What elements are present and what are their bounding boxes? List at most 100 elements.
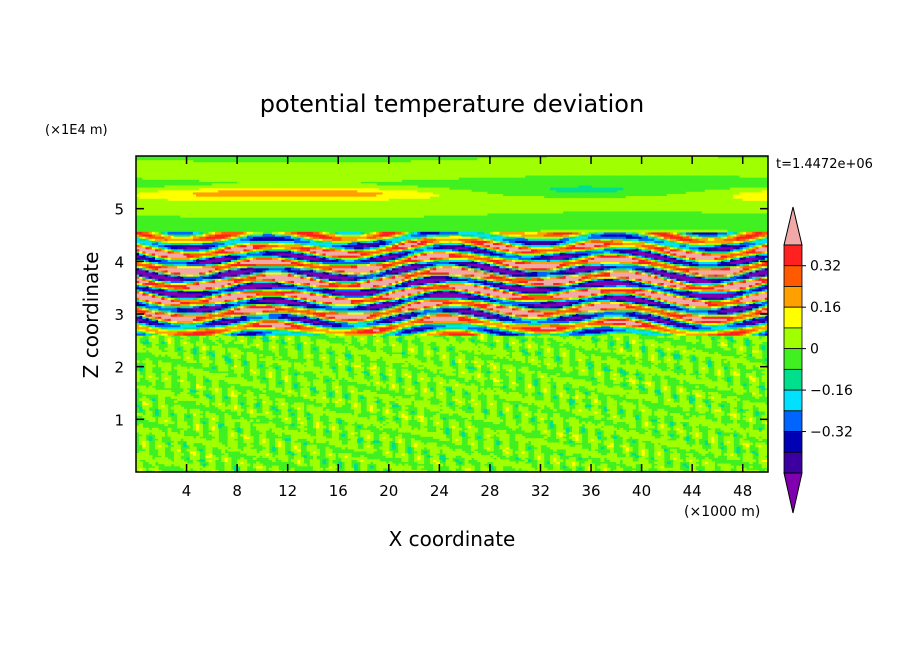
- contour-cell: [525, 407, 529, 410]
- contour-cell: [168, 428, 172, 431]
- contour-cell: [623, 400, 627, 403]
- contour-cell: [667, 461, 671, 464]
- contour-cell: [253, 449, 257, 452]
- contour-cell: [629, 402, 633, 405]
- contour-cell: [455, 459, 459, 462]
- contour-cell: [544, 413, 548, 416]
- contour-cell: [676, 413, 680, 416]
- contour-cell: [528, 464, 532, 467]
- contour-cell: [389, 461, 393, 464]
- contour-cell: [262, 384, 266, 387]
- contour-cell: [452, 379, 456, 382]
- contour-cell: [291, 468, 295, 471]
- contour-cell: [566, 428, 570, 431]
- contour-cell: [613, 436, 617, 439]
- contour-cell: [326, 379, 330, 382]
- contour-cell: [683, 424, 687, 427]
- contour-cell: [619, 428, 623, 431]
- contour-cell: [411, 396, 415, 399]
- contour-cell: [199, 449, 203, 452]
- contour-cell: [398, 396, 402, 399]
- contour-cell: [708, 419, 712, 422]
- contour-cell: [743, 384, 747, 387]
- contour-cell: [680, 373, 684, 376]
- contour-cell: [420, 371, 424, 374]
- contour-cell: [689, 396, 693, 399]
- contour-cell: [206, 394, 210, 397]
- contour-cell: [240, 417, 244, 420]
- contour-cell: [379, 417, 383, 420]
- contour-cell: [490, 453, 494, 456]
- contour-cell: [341, 434, 345, 437]
- contour-cell: [616, 466, 620, 469]
- contour-cell: [578, 445, 582, 448]
- contour-cell: [376, 459, 380, 462]
- contour-cell: [695, 386, 699, 389]
- contour-cell: [733, 396, 737, 399]
- contour-cell: [348, 413, 352, 416]
- contour-cell: [224, 373, 228, 376]
- contour-cell: [632, 440, 636, 443]
- contour-cell: [588, 421, 592, 424]
- contour-cell: [759, 428, 763, 431]
- contour-cell: [300, 402, 304, 405]
- contour-cell: [145, 428, 149, 431]
- contour-cell: [692, 415, 696, 418]
- contour-cell: [206, 411, 210, 414]
- contour-cell: [635, 415, 639, 418]
- contour-cell: [294, 430, 298, 433]
- contour-cell: [566, 388, 570, 391]
- contour-cell: [278, 438, 282, 441]
- contour-cell: [496, 388, 500, 391]
- contour-cell: [202, 464, 206, 467]
- contour-cell: [139, 413, 143, 416]
- contour-cell: [597, 432, 601, 435]
- contour-cell: [692, 375, 696, 378]
- contour-cell: [752, 451, 756, 454]
- contour-cell: [398, 464, 402, 467]
- contour-cell: [632, 453, 636, 456]
- contour-cell: [386, 394, 390, 397]
- contour-cell: [518, 434, 522, 437]
- contour-cell: [152, 398, 156, 401]
- contour-cell: [702, 415, 706, 418]
- contour-cell: [683, 464, 687, 467]
- contour-cell: [278, 381, 282, 384]
- contour-cell: [420, 466, 424, 469]
- contour-cell: [698, 390, 702, 393]
- contour-cell: [670, 434, 674, 437]
- contour-cell: [202, 421, 206, 424]
- time-label: t=1.4472e+06: [776, 157, 873, 172]
- contour-cell: [705, 457, 709, 460]
- contour-cell: [572, 457, 576, 460]
- contour-cell: [506, 402, 510, 405]
- contour-cell: [357, 426, 361, 429]
- contour-cell: [329, 392, 333, 395]
- contour-cell: [705, 400, 709, 403]
- contour-cell: [240, 457, 244, 460]
- contour-cell: [512, 461, 516, 464]
- contour-cell: [588, 381, 592, 384]
- contour-cell: [278, 388, 282, 391]
- contour-cell: [139, 424, 143, 427]
- contour-cell: [733, 434, 737, 437]
- contour-cell: [623, 384, 627, 387]
- contour-cell: [610, 426, 614, 429]
- contour-cell: [727, 464, 731, 467]
- contour-cell: [364, 417, 368, 420]
- contour-cell: [278, 428, 282, 431]
- contour-cell: [326, 409, 330, 412]
- contour-cell: [591, 392, 595, 395]
- contour-cell: [717, 432, 721, 435]
- contour-cell: [689, 453, 693, 456]
- contour-cell: [345, 394, 349, 397]
- contour-cell: [582, 421, 586, 424]
- contour-cell: [373, 392, 377, 395]
- contour-cell: [553, 453, 557, 456]
- contour-cell: [272, 407, 276, 410]
- contour-cell: [348, 453, 352, 456]
- contour-cell: [310, 405, 314, 408]
- contour-cell: [240, 402, 244, 405]
- contour-cell: [373, 415, 377, 418]
- contour-cell: [256, 461, 260, 464]
